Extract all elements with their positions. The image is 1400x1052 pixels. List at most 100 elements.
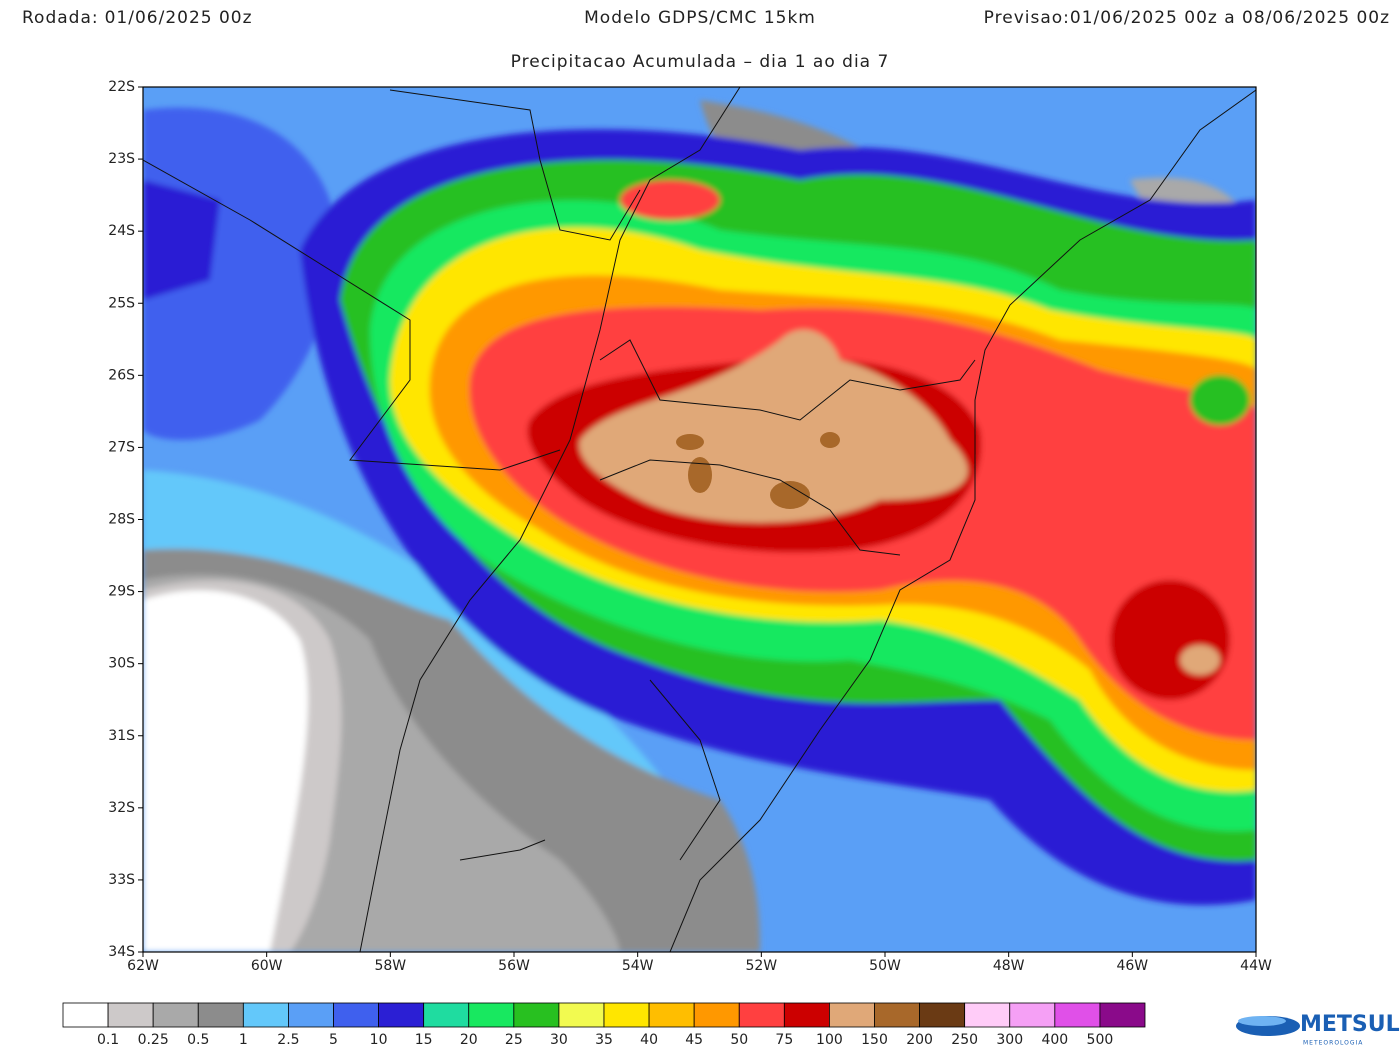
border-line <box>599 339 976 421</box>
field-brown-spots <box>676 432 840 509</box>
lat-label: 32S <box>108 800 135 816</box>
lat-label: 23S <box>108 151 135 167</box>
field-red-n <box>620 180 720 220</box>
legend-swatch <box>333 1002 379 1028</box>
lon-label: 62W <box>127 958 159 974</box>
legend-swatch <box>468 1002 515 1028</box>
legend-label: 100 <box>816 1032 843 1048</box>
legend-swatch <box>1009 1002 1056 1028</box>
lon-label: 48W <box>993 958 1025 974</box>
logo-swoosh <box>1238 1016 1286 1026</box>
boundaries <box>143 87 1256 952</box>
legend-swatch <box>152 1002 199 1028</box>
run: 01/06/2025 00z <box>105 8 253 28</box>
lat-label: 31S <box>108 728 135 744</box>
legend-swatch <box>62 1002 109 1028</box>
lat-label: 34S <box>108 944 135 960</box>
legend-label: 0.25 <box>138 1032 169 1048</box>
legend-swatch <box>513 1002 560 1028</box>
legend-swatch <box>964 1002 1011 1028</box>
run-info: Rodada: 01/06/2025 00z <box>22 8 253 28</box>
legend-label: 75 <box>775 1032 793 1048</box>
legend-swatch <box>378 1002 425 1028</box>
field-dark-red-e <box>1110 580 1230 700</box>
forecast-info: Previsao:01/06/2025 00z a 08/06/2025 00z <box>984 8 1390 28</box>
legend-swatch <box>107 1002 154 1028</box>
legend-label: 30 <box>550 1032 568 1048</box>
legend-label: 25 <box>505 1032 523 1048</box>
legend-swatch <box>919 1002 966 1028</box>
legend-swatch <box>783 1002 830 1028</box>
border-line <box>389 89 641 241</box>
legend-label: 50 <box>730 1032 748 1048</box>
lon-label: 46W <box>1116 958 1148 974</box>
lon-label: 44W <box>1240 958 1272 974</box>
precipitation-field <box>143 87 1256 952</box>
legend-label: 0.5 <box>187 1032 209 1048</box>
logo-name: METSUL <box>1300 1012 1400 1037</box>
axes: 22S23S24S25S26S27S28S29S30S31S32S33S34S6… <box>108 79 1272 974</box>
legend: 0.1 0.25 0.5 1 2.5 5 10 15 20 25 30 35 40 45 50 75 100 15… <box>62 1002 1146 1048</box>
field-white <box>143 590 309 952</box>
legend-label: 0.1 <box>97 1032 119 1048</box>
lat-label: 26S <box>108 367 135 383</box>
field-brown <box>688 457 712 493</box>
legend-swatch <box>197 1002 244 1028</box>
border-line <box>649 679 721 861</box>
lat-label: 27S <box>108 439 135 455</box>
model: Modelo GDPS/CMC 15km <box>584 8 816 28</box>
field-brown <box>676 434 704 450</box>
field-blue <box>143 107 335 440</box>
forecast: 01/06/2025 00z a 08/06/2025 00z <box>1070 8 1390 28</box>
lat-label: 29S <box>108 584 135 600</box>
lon-label: 58W <box>374 958 406 974</box>
lat-label: 24S <box>108 223 135 239</box>
legend-label: 45 <box>685 1032 703 1048</box>
legend-label: 200 <box>906 1032 933 1048</box>
lat-label: 22S <box>108 79 135 95</box>
legend-label: 20 <box>460 1032 478 1048</box>
legend-swatch <box>1054 1002 1101 1028</box>
coastline <box>669 89 1256 952</box>
lat-label: 33S <box>108 872 135 888</box>
legend-label: 35 <box>595 1032 613 1048</box>
lat-label: 28S <box>108 512 135 528</box>
border-line <box>459 839 546 861</box>
lon-label: 56W <box>498 958 530 974</box>
legend-label: 2.5 <box>277 1032 299 1048</box>
legend-swatch <box>829 1002 875 1028</box>
legend-swatch <box>242 1002 289 1028</box>
run-label: Rodada: <box>22 8 99 28</box>
lon-label: 50W <box>869 958 901 974</box>
lon-label: 60W <box>251 958 283 974</box>
field-tan <box>579 329 968 523</box>
forecast-label: Previsao: <box>984 8 1070 28</box>
subtitle: Precipitacao Acumulada – dia 1 ao dia 7 <box>511 52 890 72</box>
logo: METSUL METEOROLOGIA <box>1236 1012 1400 1047</box>
legend-swatch <box>558 1002 605 1028</box>
legend-label: 500 <box>1087 1032 1114 1048</box>
legend-label: 10 <box>370 1032 388 1048</box>
legend-label: 5 <box>329 1032 338 1048</box>
legend-label: 40 <box>640 1032 658 1048</box>
legend-label: 15 <box>415 1032 433 1048</box>
field-brown <box>770 481 810 509</box>
lat-label: 25S <box>108 295 135 311</box>
legend-swatch <box>1099 1002 1146 1028</box>
legend-label: 150 <box>861 1032 888 1048</box>
legend-label: 300 <box>996 1032 1023 1048</box>
field-tan-e <box>1180 645 1220 675</box>
lon-label: 54W <box>622 958 654 974</box>
legend-swatch <box>874 1002 920 1028</box>
border-line <box>599 459 901 556</box>
legend-label: 1 <box>239 1032 248 1048</box>
legend-swatch <box>738 1002 785 1028</box>
border-line <box>143 159 561 471</box>
field-green-e <box>1190 375 1250 425</box>
field-brown <box>820 432 840 448</box>
legend-label: 250 <box>951 1032 978 1048</box>
legend-swatch <box>423 1002 470 1028</box>
lon-label: 52W <box>745 958 777 974</box>
border-line <box>359 87 741 952</box>
